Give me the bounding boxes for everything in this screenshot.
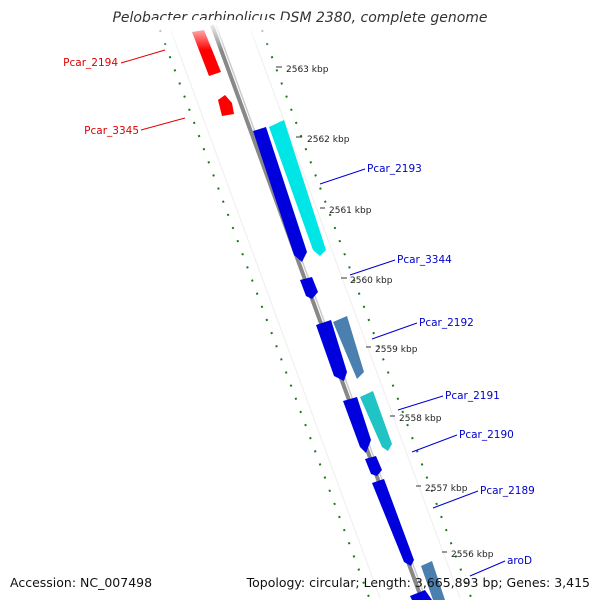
accession-text: Accession: NC_007498: [10, 575, 153, 590]
feature-cyan-1[interactable]: [269, 120, 326, 256]
gene-arod[interactable]: [410, 590, 432, 600]
kbp-tick-label: 2562 kbp: [307, 135, 350, 145]
kbp-tick-label: 2560 kbp: [350, 276, 393, 286]
outer-tick-ring-left: [159, 29, 371, 600]
kbp-tick-2558: 2558 kbp: [390, 414, 442, 424]
feature-cyan-2[interactable]: [360, 391, 392, 451]
kbp-tick-2563: 2563 kbp: [276, 65, 329, 75]
gene-pcar-2192[interactable]: [316, 320, 347, 381]
kbp-tick-2559: 2559 kbp: [366, 345, 418, 355]
gene-label-pcar-2189[interactable]: Pcar_2189: [432, 485, 535, 509]
gene-label-pcar-3344[interactable]: Pcar_3344: [349, 254, 452, 276]
gene-label-text: Pcar_2192: [419, 317, 474, 329]
gene-label-pcar-3345[interactable]: Pcar_3345: [84, 117, 186, 137]
gene-pcar-2190[interactable]: [365, 456, 382, 476]
gene-label-text: Pcar_3345: [84, 125, 139, 137]
gene-pcar-3344[interactable]: [300, 277, 318, 299]
gene-label-text: Pcar_2189: [480, 485, 535, 497]
inner-guide-right: [249, 27, 461, 599]
kbp-tick-2560: 2560 kbp: [341, 276, 393, 286]
gene-label-pcar-2192[interactable]: Pcar_2192: [371, 317, 474, 340]
gene-label-arod[interactable]: aroD: [469, 555, 532, 577]
kbp-tick-2562: 2562 kbp: [296, 135, 350, 145]
top-fade-overlay: [150, 20, 290, 50]
gene-label-pcar-2193[interactable]: Pcar_2193: [319, 163, 422, 185]
gene-label-text: aroD: [507, 555, 532, 567]
outer-tick-ring-right: [261, 29, 473, 600]
gene-label-text: Pcar_2191: [445, 390, 500, 402]
kbp-tick-label: 2556 kbp: [451, 550, 494, 560]
kbp-tick-2556: 2556 kbp: [442, 550, 494, 560]
gene-label-pcar-2194[interactable]: Pcar_2194: [63, 49, 166, 69]
gene-pcar-2191[interactable]: [343, 397, 371, 453]
feature-steel-1[interactable]: [333, 316, 364, 379]
kbp-tick-label: 2559 kbp: [375, 345, 418, 355]
kbp-tick-label: 2563 kbp: [286, 65, 329, 75]
inner-guide-left: [169, 27, 381, 599]
gene-label-text: Pcar_2193: [367, 163, 422, 175]
feature-steel-2[interactable]: [421, 561, 445, 600]
kbp-tick-label: 2561 kbp: [329, 206, 372, 216]
topology-text: Topology: circular; Length: 3,665,893 bp…: [246, 575, 590, 590]
kbp-tick-2561: 2561 kbp: [320, 206, 372, 216]
kbp-tick-label: 2558 kbp: [399, 414, 442, 424]
gene-pcar-2189[interactable]: [372, 479, 414, 566]
gene-label-pcar-2190[interactable]: Pcar_2190: [411, 429, 514, 453]
gene-label-text: Pcar_2190: [459, 429, 514, 441]
gene-label-pcar-2191[interactable]: Pcar_2191: [397, 390, 500, 411]
gene-pcar-2193[interactable]: [253, 127, 307, 262]
kbp-tick-2557: 2557 kbp: [416, 484, 468, 494]
gene-pcar-3345[interactable]: [218, 95, 234, 116]
kbp-tick-label: 2557 kbp: [425, 484, 468, 494]
gene-label-text: Pcar_2194: [63, 57, 118, 69]
gene-label-text: Pcar_3344: [397, 254, 452, 266]
